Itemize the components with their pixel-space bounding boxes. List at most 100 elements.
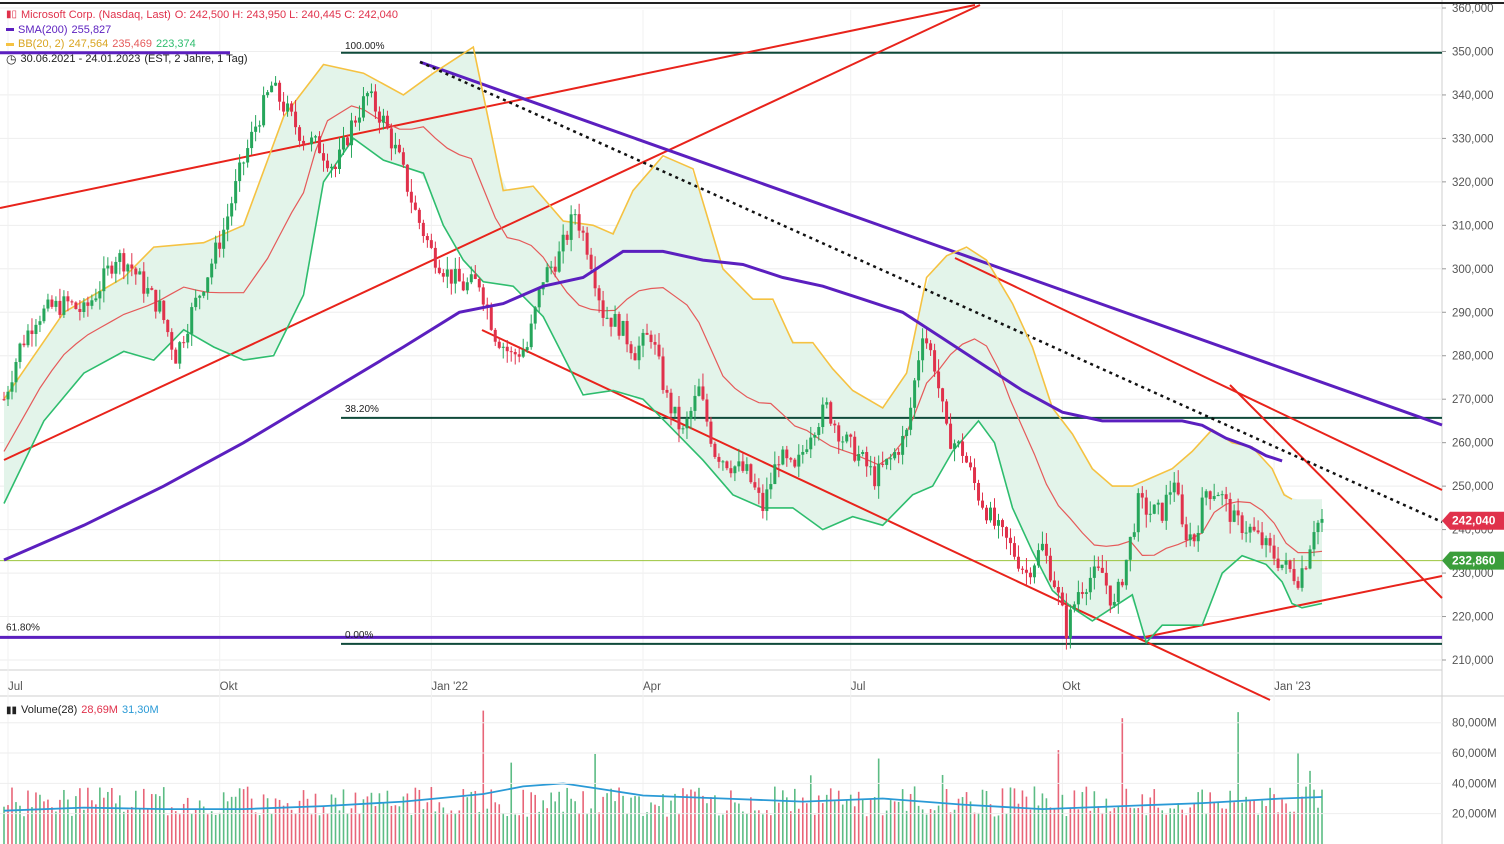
volume-bar xyxy=(933,810,936,844)
price-tick-label: 330,000 xyxy=(1452,133,1494,145)
candle-body xyxy=(437,267,441,274)
candle-body xyxy=(621,320,625,336)
candle-body xyxy=(230,203,234,217)
candle-body xyxy=(996,520,1000,526)
volume-bar xyxy=(1305,786,1307,844)
candle-body xyxy=(30,330,34,334)
time-axis[interactable]: Jul Okt Jan '22 Apr Jul Okt Jan '23 xyxy=(8,681,1311,693)
volume-bar xyxy=(578,813,580,844)
candle-body xyxy=(1084,592,1088,594)
candle-body xyxy=(1056,587,1060,593)
candle-body xyxy=(829,402,833,424)
candle-body xyxy=(330,166,334,169)
fibonacci-levels: 100.00% 38.20% 61.80% 0.00% xyxy=(0,41,1442,645)
volume-bar xyxy=(530,792,532,844)
candle-body xyxy=(114,261,118,274)
candle-body xyxy=(1120,581,1124,586)
candle-body xyxy=(302,140,306,144)
candle-body xyxy=(306,143,310,145)
candle-body xyxy=(845,434,849,442)
volume-bar xyxy=(3,806,5,844)
volume-bar xyxy=(993,816,996,844)
volume-bar xyxy=(522,789,525,844)
volume-bar xyxy=(107,791,109,844)
candle-body xyxy=(138,271,142,275)
candle-body xyxy=(1256,530,1260,533)
volume-bar xyxy=(206,814,209,844)
candle-body xyxy=(270,85,274,93)
volume-bar xyxy=(813,814,816,844)
volume-bar xyxy=(1077,809,1080,844)
candle-body xyxy=(1172,482,1176,493)
candle-body xyxy=(925,338,929,344)
candle-body xyxy=(821,404,825,428)
candle-body xyxy=(773,464,777,485)
candle-body xyxy=(254,126,258,132)
legend-bb-row[interactable]: BB(20, 2) 247,564 235,469 223,374 xyxy=(6,37,398,52)
candle-body xyxy=(122,253,126,272)
candle-body xyxy=(46,299,50,309)
candle-body xyxy=(569,214,573,240)
candle-body xyxy=(497,341,501,348)
candle-body xyxy=(741,461,745,471)
sma200-line xyxy=(3,249,1283,562)
price-tags: 242,040 232,860 xyxy=(1442,511,1504,570)
volume-bar xyxy=(438,802,441,844)
candle-body xyxy=(1276,558,1280,568)
volume-bar xyxy=(606,793,608,844)
volume-bar xyxy=(662,794,664,844)
candle-body xyxy=(817,427,821,435)
volume-bar xyxy=(518,815,521,844)
candle-body xyxy=(218,242,222,249)
candle-body xyxy=(449,269,453,284)
candle-body xyxy=(397,144,401,153)
volume-bar xyxy=(39,794,41,844)
candle-body xyxy=(765,489,769,512)
volume-bar xyxy=(1313,789,1315,844)
candle-body xyxy=(373,91,377,112)
candle-body xyxy=(849,434,853,437)
volume-bar xyxy=(182,803,185,844)
price-axis[interactable]: 210,000220,000230,000240,000250,000260,0… xyxy=(1442,3,1494,667)
volume-bar xyxy=(75,796,77,844)
candle-body xyxy=(1184,524,1188,541)
candle-body xyxy=(501,346,505,348)
legend-sma-row[interactable]: SMA(200) 255,827 xyxy=(6,23,398,38)
candle-body xyxy=(1012,543,1016,557)
volume-bar xyxy=(254,812,257,844)
candle-body xyxy=(981,500,985,508)
volume-bar xyxy=(390,805,393,844)
volume-bar xyxy=(1081,792,1084,844)
candle-body xyxy=(953,443,957,449)
volume-bar xyxy=(566,787,568,844)
candle-body xyxy=(126,264,130,272)
volume-bar xyxy=(901,789,904,844)
candle-body xyxy=(593,269,597,289)
sma-value: 255,827 xyxy=(71,23,112,36)
candle-body xyxy=(921,338,925,361)
candle-body xyxy=(685,418,689,429)
candle-body xyxy=(401,152,405,165)
price-tick-label: 250,000 xyxy=(1452,481,1494,493)
candle-body xyxy=(681,428,685,430)
volume-bar xyxy=(1217,802,1219,844)
volume-bar xyxy=(638,796,640,844)
candle-body xyxy=(118,253,122,262)
candle-body xyxy=(969,462,973,468)
volume-bar xyxy=(274,798,277,844)
volume-bar xyxy=(833,801,836,844)
volume-bar xyxy=(1161,810,1164,844)
volume-bar xyxy=(1121,718,1124,844)
candle-body xyxy=(1036,550,1040,566)
candle-body xyxy=(737,461,741,467)
volume-bar xyxy=(414,787,417,844)
candle-body xyxy=(1240,515,1244,534)
volume-bar xyxy=(706,803,708,844)
volume-bar xyxy=(1301,796,1303,844)
volume-bar xyxy=(722,814,724,844)
candle-body xyxy=(753,482,757,488)
candle-body xyxy=(298,127,302,141)
volume-bar xyxy=(270,813,273,844)
volume-bar xyxy=(750,797,752,844)
